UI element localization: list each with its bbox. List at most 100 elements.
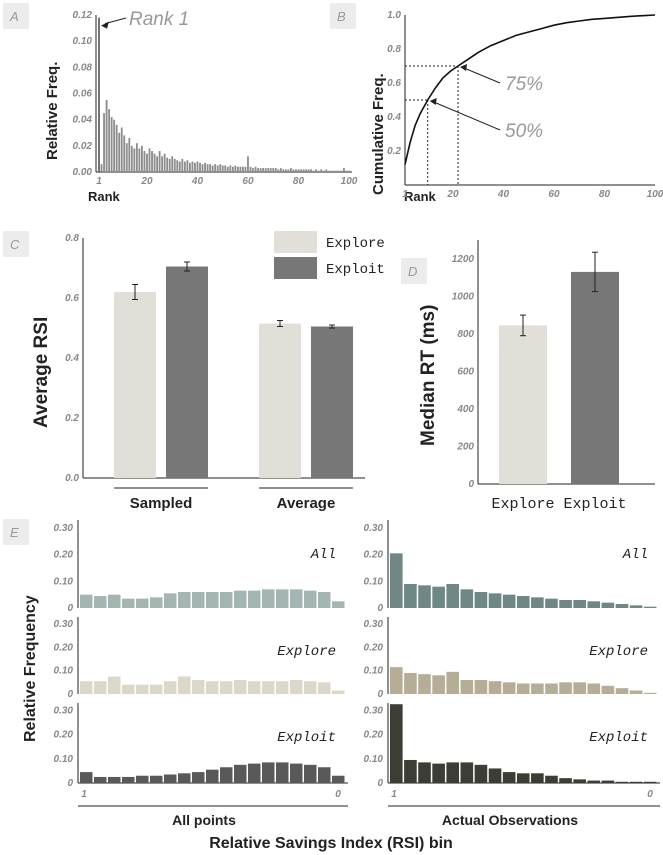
e-bar: [318, 592, 331, 608]
a-xtick-label: 100: [341, 176, 358, 187]
a-bar: [330, 170, 333, 172]
e-bar: [248, 681, 261, 694]
a-bar: [146, 153, 148, 172]
e-bar: [332, 775, 345, 783]
a-bar: [315, 169, 318, 172]
panel-d-badge: [401, 258, 427, 284]
a-bar: [194, 162, 196, 172]
e-bar: [206, 681, 219, 694]
a-ytick-label: 0.00: [73, 167, 93, 178]
d-ytick-label: 200: [456, 441, 474, 452]
a-bar: [317, 170, 320, 172]
e-ytick-label: 0.20: [54, 550, 74, 561]
e-bar: [545, 683, 558, 694]
e-bar: [432, 763, 445, 783]
a-bar: [216, 165, 219, 172]
e-ytick-label: 0.10: [364, 754, 384, 765]
a-bar: [138, 148, 141, 172]
a-bar: [209, 164, 212, 172]
e-bar: [276, 762, 289, 783]
e-bar: [178, 773, 191, 783]
a-bar: [108, 109, 111, 172]
d-category-label: Explore: [491, 496, 554, 513]
e-bar: [615, 781, 629, 783]
a-bar: [242, 166, 244, 172]
e-bar: [516, 773, 530, 783]
e-ytick-label: 0: [377, 778, 383, 789]
e-row-label: All: [310, 547, 336, 563]
a-bar: [133, 148, 136, 172]
e-bar: [318, 767, 331, 783]
e-ytick-label: 0.30: [54, 619, 74, 630]
a-bar: [279, 168, 282, 172]
a-bar: [156, 156, 158, 172]
e-bar: [136, 775, 149, 783]
c-category-label: Average: [277, 495, 336, 512]
e-row-label: All: [622, 547, 648, 563]
b-ytick-label: 0.2: [387, 146, 401, 157]
e-bar: [643, 692, 657, 694]
c-legend-explore-swatch: [274, 231, 317, 253]
e-bar: [248, 763, 261, 783]
a-bar: [252, 168, 254, 172]
a-ytick-label: 0.10: [73, 36, 93, 47]
b-xtick-label: 100: [647, 189, 663, 200]
b-guide-arrow: [433, 101, 501, 131]
e-bar: [108, 776, 121, 783]
e-bar: [122, 776, 135, 783]
e-bar: [164, 593, 177, 608]
a-bar: [244, 166, 247, 172]
a-xtick-label: 40: [191, 176, 204, 187]
a-bar: [135, 143, 138, 172]
a-ytick-label: 0.12: [73, 10, 93, 21]
a-bar: [98, 17, 100, 172]
a-xlabel: Rank: [88, 189, 121, 204]
e-row-label: Explore: [589, 644, 648, 660]
a-bar: [201, 164, 204, 172]
a-bar: [325, 169, 328, 172]
a-bar: [307, 169, 310, 172]
a-bar: [166, 157, 169, 172]
e-bar: [262, 589, 275, 608]
a-bar: [153, 153, 156, 172]
e-bar: [601, 602, 615, 608]
e-bar: [290, 680, 303, 694]
e-bar: [150, 597, 163, 608]
e-ytick-label: 0: [67, 603, 73, 614]
c-bar: [166, 266, 208, 478]
e-ytick-label: 0.20: [54, 642, 74, 653]
e-bar: [573, 779, 586, 783]
e-bar: [432, 586, 445, 608]
a-bar: [264, 168, 267, 172]
a-bar: [110, 117, 113, 172]
c-ytick-label: 0.0: [65, 473, 79, 484]
a-bar: [345, 170, 348, 172]
e-bar: [629, 605, 643, 608]
a-bar: [335, 170, 338, 172]
a-bar: [269, 168, 272, 172]
panel-b-letter: B: [337, 9, 346, 24]
e-bar: [418, 762, 431, 783]
a-bar: [214, 164, 217, 172]
a-bar: [348, 170, 350, 172]
a-bar: [196, 161, 199, 172]
e-bar: [446, 671, 460, 694]
a-bar: [186, 160, 189, 172]
a-bar: [274, 168, 277, 172]
e-ytick-label: 0.30: [364, 523, 384, 534]
a-bar: [141, 145, 143, 172]
a-bar: [262, 168, 265, 172]
c-ytick-label: 0.2: [65, 413, 79, 424]
panel-b-badge: [330, 3, 356, 29]
d-category-label: Exploit: [563, 496, 626, 513]
e-bar: [318, 682, 331, 694]
a-bar: [231, 166, 234, 172]
e-row-label: Explore: [277, 644, 336, 660]
e-bar: [304, 590, 317, 608]
panel-a-badge: [3, 3, 29, 29]
d-ytick-label: 800: [457, 329, 474, 340]
b-ytick-label: 1.0: [387, 10, 401, 21]
a-bar: [168, 158, 171, 172]
a-bar: [176, 160, 179, 172]
d-ytick-label: 1000: [452, 291, 475, 302]
